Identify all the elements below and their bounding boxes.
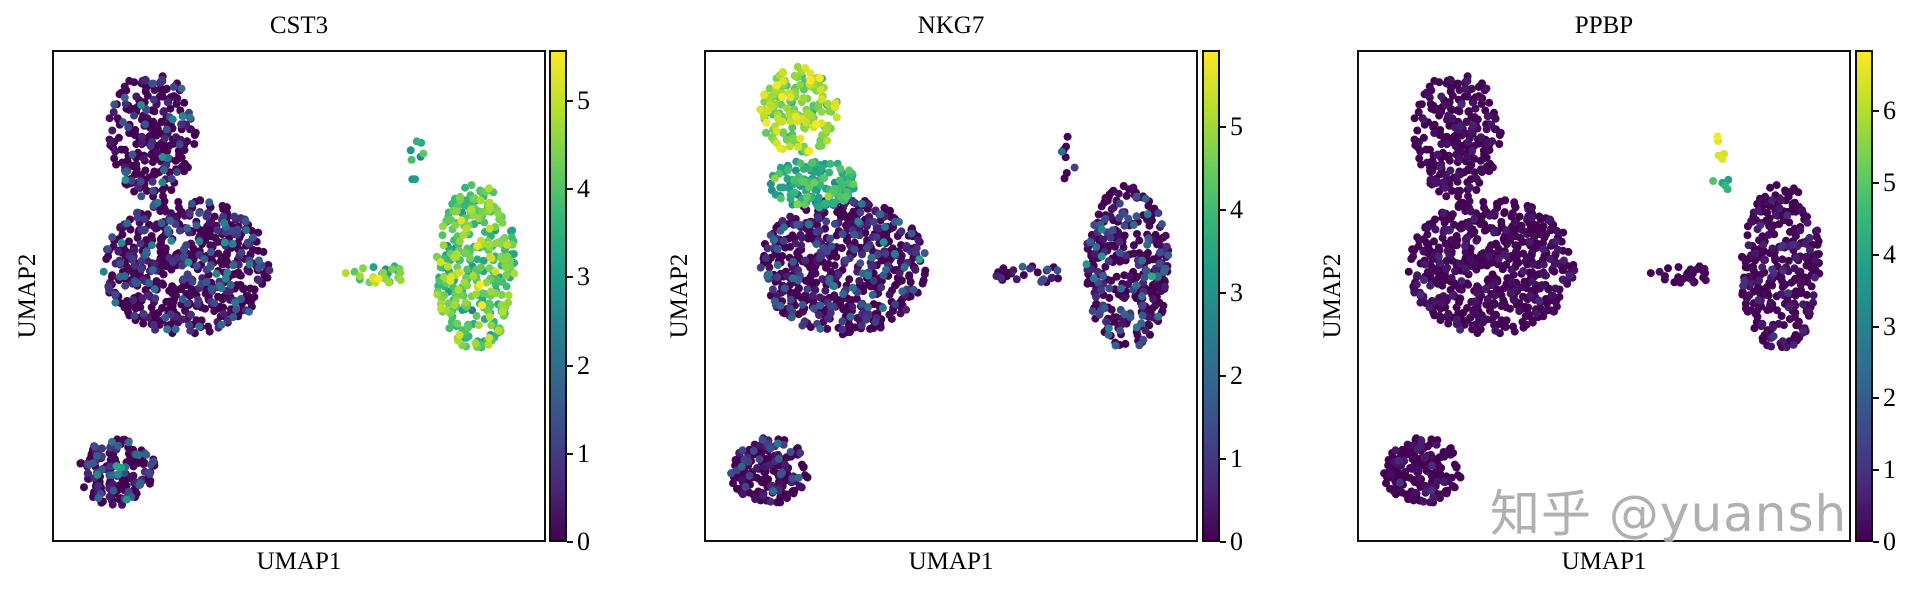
scatter-points (727, 62, 1173, 507)
scatter-points (76, 72, 519, 509)
colorbar (549, 50, 567, 542)
colorbar-tick (1220, 209, 1226, 212)
colorbar-tick-label: 3 (1230, 278, 1243, 308)
colorbar-tick-label: 5 (1230, 112, 1243, 142)
colorbar-tick-label: 1 (1883, 455, 1896, 485)
colorbar-tick (567, 541, 573, 543)
colorbar-tick (1220, 375, 1226, 378)
x-axis-label: UMAP1 (1561, 548, 1647, 575)
colorbar (1202, 50, 1220, 542)
colorbar-tick-label: 5 (577, 86, 590, 116)
colorbar-tick-label: 1 (577, 438, 590, 468)
colorbar-tick (1220, 541, 1226, 543)
colorbar-tick-label: 3 (1883, 311, 1896, 341)
colorbar-tick (1220, 458, 1226, 461)
colorbar (1855, 50, 1873, 542)
colorbar-tick-label: 0 (1883, 527, 1896, 556)
colorbar-tick (1873, 325, 1879, 328)
colorbar-tick-label: 4 (1230, 195, 1243, 225)
colorbar-tick (1873, 469, 1879, 472)
colorbar-tick (567, 100, 573, 103)
colorbar-tick-label: 4 (577, 174, 590, 204)
colorbar-tick-label: 2 (577, 350, 590, 380)
colorbar-tick-label: 3 (577, 262, 590, 292)
colorbar-tick (1873, 110, 1879, 113)
plot-title: CST3 (269, 12, 329, 39)
scatter-plot-area (1357, 50, 1851, 542)
colorbar-tick (567, 452, 573, 455)
colorbar-tick (1220, 126, 1226, 129)
colorbar-tick-label: 0 (577, 527, 590, 556)
colorbar-tick-label: 4 (1883, 239, 1896, 269)
y-axis-label: UMAP2 (1319, 253, 1346, 339)
plot-title: NKG7 (917, 12, 985, 39)
colorbar-tick-label: 2 (1883, 383, 1896, 413)
colorbar-tick-label: 6 (1883, 96, 1896, 126)
colorbar-tick (1873, 397, 1879, 400)
colorbar-tick (567, 364, 573, 367)
plot-title: PPBP (1574, 12, 1634, 39)
colorbar-tick (567, 188, 573, 191)
scatter-points (1380, 72, 1824, 507)
colorbar-tick (1220, 292, 1226, 295)
x-axis-label: UMAP1 (908, 548, 994, 575)
colorbar-tick (1873, 253, 1879, 256)
colorbar-tick (1873, 541, 1879, 543)
colorbar-tick (567, 276, 573, 279)
colorbar-tick-label: 2 (1230, 361, 1243, 391)
x-axis-label: UMAP1 (256, 548, 342, 575)
colorbar-tick-label: 1 (1230, 444, 1243, 474)
scatter-plot-area (52, 50, 546, 542)
scatter-plot-area (704, 50, 1198, 542)
colorbar-tick (1873, 181, 1879, 184)
colorbar-tick-label: 5 (1883, 167, 1896, 197)
colorbar-tick-label: 0 (1230, 527, 1243, 556)
